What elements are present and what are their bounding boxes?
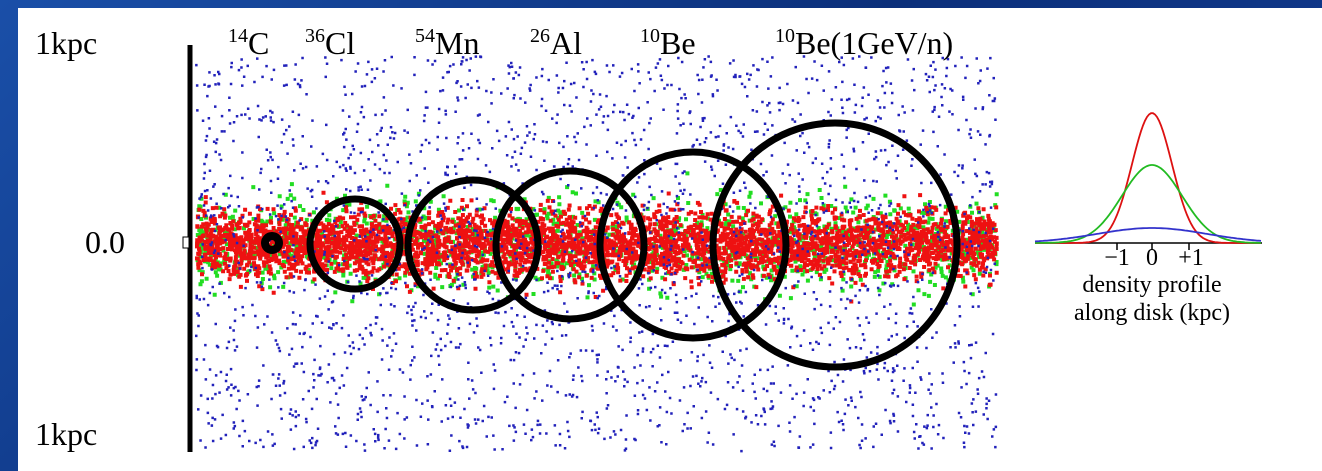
- isotope-label: 10Be: [640, 25, 696, 61]
- isotope-label: 14C: [228, 25, 269, 61]
- propagation-circle: [261, 232, 283, 254]
- circles: [261, 119, 961, 371]
- isotope-labels: 14C 36Cl 54Mn 26Al 10Be 10Be(1GeV/n): [228, 25, 953, 61]
- isotope-mass: 54: [415, 25, 435, 47]
- isotope-mass: 26: [530, 25, 550, 47]
- propagation-circle: [404, 176, 542, 314]
- isotope-element: Be: [660, 25, 696, 61]
- axis-top-label: 1kpc: [35, 25, 97, 61]
- isotope-element: C: [248, 25, 269, 61]
- isotope-mass: 10: [640, 25, 660, 47]
- isotope-label: 36Cl: [305, 25, 355, 61]
- isotope-label: 10Be(1GeV/n): [775, 25, 953, 61]
- axis-middle-label: 0.0: [85, 224, 125, 260]
- propagation-circle: [306, 195, 404, 293]
- axis-bottom-label: 1kpc: [35, 416, 97, 452]
- propagation-circle: [596, 148, 790, 342]
- axis-tick: [182, 236, 190, 249]
- inset-tick-label: +1: [1178, 245, 1204, 271]
- isotope-mass: 14: [228, 25, 248, 47]
- isotope-element: Cl: [325, 25, 355, 61]
- isotope-element: Be(1GeV/n): [795, 25, 953, 61]
- density-curve: [1035, 112, 1261, 244]
- isotope-label: 54Mn: [415, 25, 479, 61]
- density-curve: [1034, 164, 1261, 244]
- isotope-element: Al: [550, 25, 582, 61]
- density-inset: −1 0 +1 density profile along disk (kpc): [1034, 112, 1262, 326]
- isotope-element: Mn: [435, 25, 479, 61]
- isotope-label: 26Al: [530, 25, 582, 61]
- inset-tick-label: −1: [1104, 245, 1130, 271]
- propagation-circle: [709, 119, 961, 371]
- inset-caption: density profile: [1082, 272, 1221, 298]
- inset-tick-label: 0: [1146, 245, 1158, 271]
- isotope-mass: 10: [775, 25, 795, 47]
- inset-caption: along disk (kpc): [1074, 300, 1230, 326]
- propagation-circle: [492, 167, 648, 323]
- isotope-mass: 36: [305, 25, 325, 47]
- density-curve: [1034, 227, 1262, 243]
